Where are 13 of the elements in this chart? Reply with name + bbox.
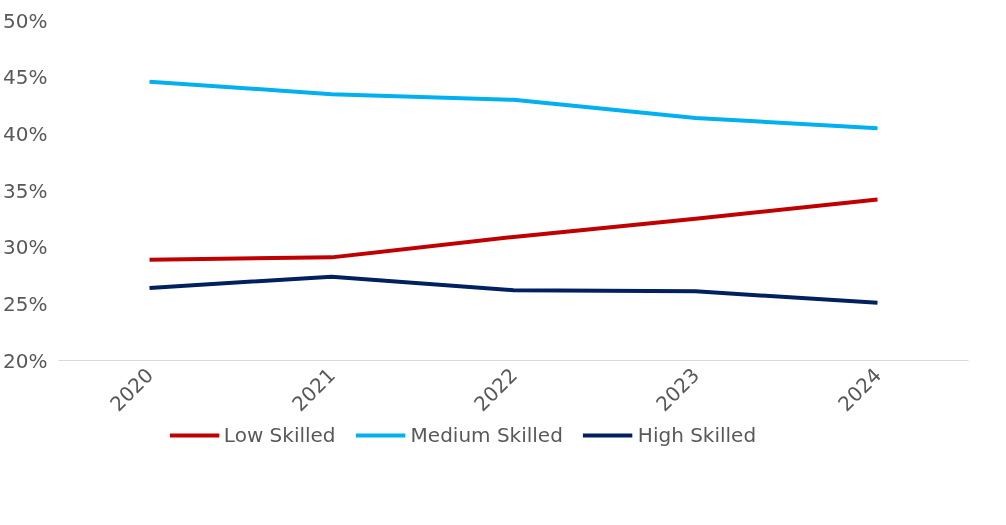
line-series (147, 274, 880, 305)
y-tick-label: 20% (3, 348, 48, 373)
line-series (147, 79, 880, 131)
y-tick-label: 50% (3, 8, 48, 33)
legend-label: Low Skilled (223, 423, 336, 447)
y-tick-label: 45% (3, 65, 48, 90)
y-tick-label: 30% (3, 235, 48, 260)
line-series (147, 197, 880, 262)
legend-label: High Skilled (637, 423, 757, 447)
y-tick-label: 25% (3, 291, 48, 316)
y-tick-label: 35% (3, 178, 48, 203)
legend-label: Medium Skilled (410, 423, 563, 447)
y-tick-label: 40% (3, 121, 48, 146)
